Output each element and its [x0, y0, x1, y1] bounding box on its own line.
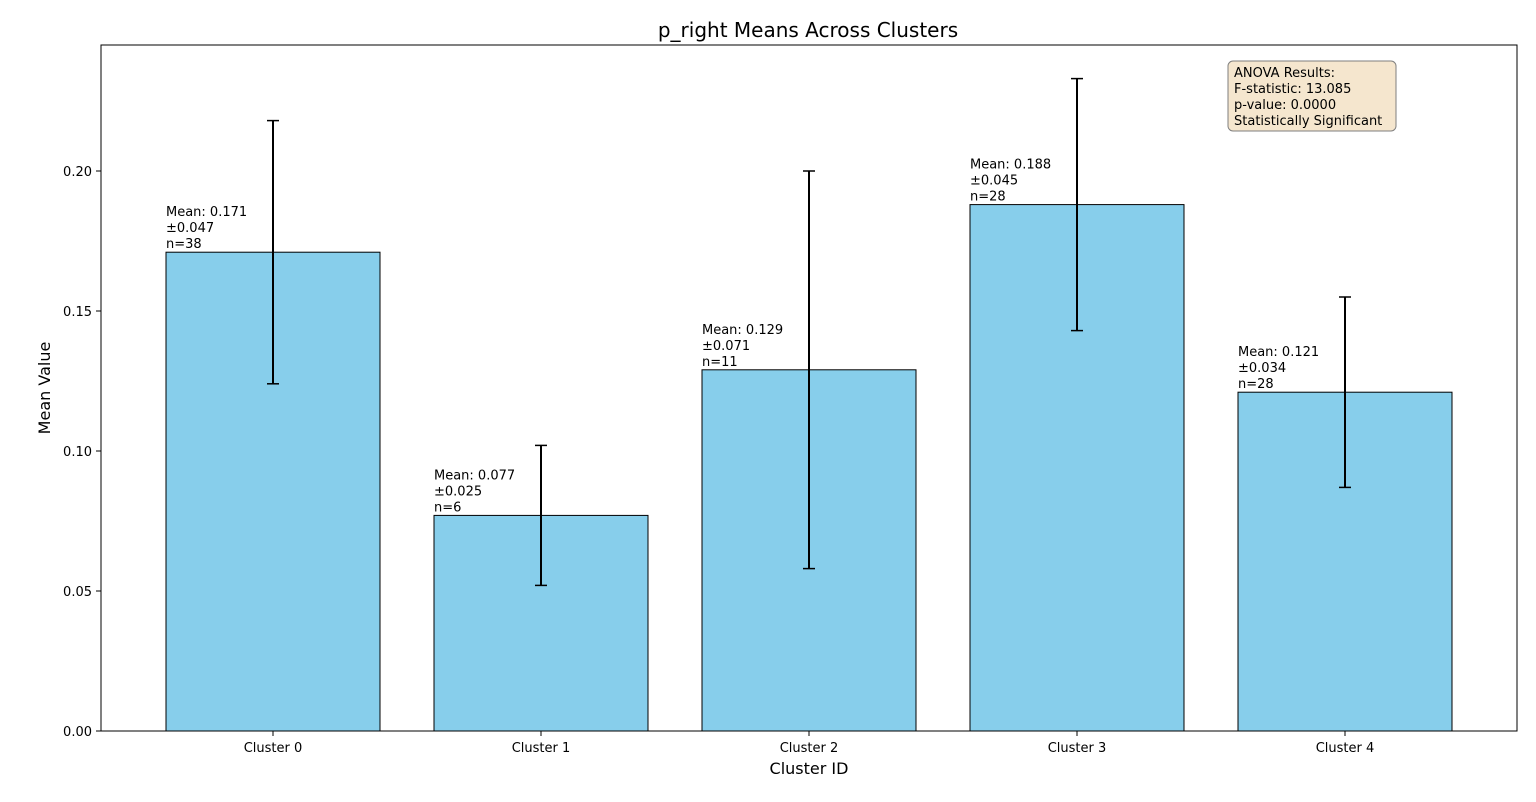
- bar-label-line: ±0.025: [434, 484, 482, 499]
- bar-label-line: Mean: 0.188: [970, 158, 1051, 173]
- bar-label-line: ±0.034: [1238, 361, 1286, 376]
- bar-label-line: Mean: 0.171: [166, 205, 247, 220]
- chart-title: p_right Means Across Clusters: [658, 18, 958, 42]
- x-axis-label: Cluster ID: [770, 759, 849, 778]
- y-axis-label: Mean Value: [35, 342, 54, 435]
- bar-label-line: ±0.045: [970, 174, 1018, 189]
- bar-label-line: n=28: [970, 190, 1006, 205]
- bar-label-line: ±0.047: [166, 221, 214, 236]
- y-tick-label: 0.10: [63, 445, 92, 460]
- bar-value-label: Mean: 0.077 ±0.025 n=6: [434, 468, 515, 515]
- bar-label-line: n=28: [1238, 377, 1274, 392]
- bar-value-label: Mean: 0.121 ±0.034 n=28: [1238, 345, 1319, 392]
- anova-line: F-statistic: 13.085: [1234, 82, 1351, 97]
- y-tick-label: 0.20: [63, 165, 92, 180]
- bar-label-line: Mean: 0.077: [434, 468, 515, 483]
- y-tick-label: 0.00: [63, 725, 92, 740]
- bar-value-label: Mean: 0.129 ±0.071 n=11: [702, 323, 783, 370]
- bar-label-line: n=38: [166, 237, 202, 252]
- bar-label-line: Mean: 0.121: [1238, 345, 1319, 360]
- error-bars: [267, 77, 1351, 587]
- anova-text: ANOVA Results: F-statistic: 13.085 p-value…: [1234, 66, 1382, 129]
- x-tick-label: Cluster 0: [244, 741, 303, 756]
- anova-line: ANOVA Results:: [1234, 66, 1335, 81]
- anova-line: Statistically Significant: [1234, 114, 1382, 129]
- y-tick-label: 0.15: [63, 305, 92, 320]
- bar-label-line: Mean: 0.129: [702, 323, 783, 338]
- bar-label-line: ±0.071: [702, 339, 750, 354]
- bar-value-label: Mean: 0.188 ±0.045 n=28: [970, 158, 1051, 205]
- y-tick-label: 0.05: [63, 585, 92, 600]
- x-tick-label: Cluster 3: [1048, 741, 1107, 756]
- bar-value-label: Mean: 0.171 ±0.047 n=38: [166, 205, 247, 252]
- anova-box-background: [1227, 60, 1397, 132]
- bar-label-line: n=11: [702, 355, 738, 370]
- x-tick-label: Cluster 2: [780, 741, 839, 756]
- anova-line: p-value: 0.0000: [1234, 98, 1336, 113]
- x-tick-label: Cluster 1: [512, 741, 571, 756]
- x-axis: Cluster 0 Cluster 1 Cluster 2 Cluster 3 Clus…: [244, 731, 1375, 756]
- y-axis: 0.00 0.05 0.10 0.15 0.20: [63, 165, 101, 740]
- anova-annotation: ANOVA Results: F-statistic: 13.085 p-value…: [1227, 60, 1397, 132]
- x-tick-label: Cluster 4: [1316, 741, 1375, 756]
- bar-label-line: n=6: [434, 500, 461, 515]
